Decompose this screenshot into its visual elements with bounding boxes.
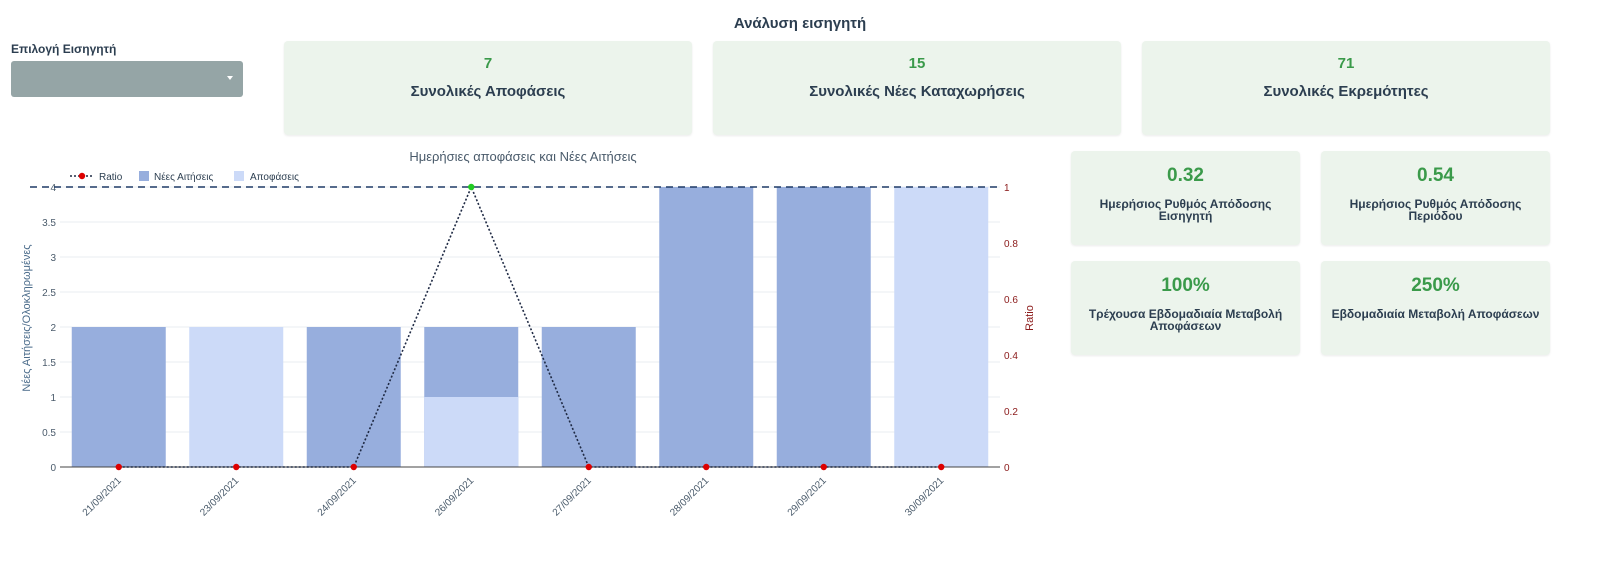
kpi-card-current-weekly-change: 100% Τρέχουσα Εβδομαδιαία Μεταβολή Αποφάσ… <box>1071 261 1300 355</box>
selector-label: Επιλογή Εισηγητή <box>11 42 117 56</box>
x-tick-label: 24/09/2021 <box>316 475 359 518</box>
ratio-point <box>233 463 240 471</box>
kpi-label: Τρέχουσα Εβδομαδιαία Μεταβολή Αποφάσεων <box>1081 308 1290 332</box>
legend-label: Νέες Αιτήσεις <box>154 171 213 183</box>
ratio-point <box>938 463 945 471</box>
kpi-value: 0.54 <box>1417 165 1454 186</box>
y2-tick-label: 0.6 <box>1004 295 1018 306</box>
y-tick-label: 3.5 <box>42 218 56 229</box>
kpi-label-line: Εισηγητή <box>1158 209 1213 223</box>
ratio-point <box>350 463 357 471</box>
y2-axis-title: Ratio <box>1024 305 1036 331</box>
kpi-label-line: Περιόδου <box>1408 209 1463 223</box>
bar-decisions <box>189 327 284 467</box>
ratio-point <box>703 463 710 471</box>
kpi-label-line: Εβδομαδιαία Μεταβολή Αποφάσεων <box>1331 307 1540 321</box>
y2-tick-label: 0 <box>1004 463 1010 474</box>
bar-new-requests <box>541 327 636 467</box>
kpi-label-line: Ημερήσιος Ρυθμός Απόδοσης <box>1349 197 1522 211</box>
bar-new-requests <box>71 327 166 467</box>
kpi-label: Συνολικές Νέες Καταχωρήσεις <box>809 83 1025 100</box>
y-tick-label: 2 <box>50 323 56 334</box>
kpi-value: 71 <box>1337 55 1355 72</box>
kpi-label: Ημερήσιος Ρυθμός Απόδοσης Περιόδου <box>1331 198 1540 222</box>
kpi-card-daily-rate-rapporteur: 0.32 Ημερήσιος Ρυθμός Απόδοσης Εισηγητή <box>1071 151 1300 245</box>
kpi-label-line: Ημερήσιος Ρυθμός Απόδοσης <box>1099 197 1272 211</box>
x-tick-label: 29/09/2021 <box>786 475 829 518</box>
bar-decisions <box>424 397 519 467</box>
y2-tick-label: 0.2 <box>1004 407 1018 418</box>
x-tick-label: 30/09/2021 <box>903 475 946 518</box>
y-tick-label: 4 <box>50 183 56 194</box>
y2-tick-label: 0.8 <box>1004 239 1018 250</box>
y-tick-label: 1.5 <box>42 358 56 369</box>
kpi-value: 7 <box>483 55 493 72</box>
kpi-card-total-new-entries: 15 Συνολικές Νέες Καταχωρήσεις <box>713 41 1121 135</box>
legend-label: Ratio <box>99 172 123 183</box>
y-tick-label: 1 <box>50 393 56 404</box>
kpi-label: Εβδομαδιαία Μεταβολή Αποφάσεων <box>1331 308 1540 320</box>
kpi-label: Συνολικές Αποφάσεις <box>410 83 566 100</box>
kpi-label-line: Αποφάσεων <box>1149 319 1222 333</box>
kpi-value: 0.32 <box>1167 165 1204 186</box>
legend-new-requests-swatch <box>139 171 149 181</box>
kpi-label: Συνολικές Εκρεμότητες <box>1263 83 1429 100</box>
ratio-point <box>468 183 475 191</box>
rapporteur-dropdown[interactable] <box>11 61 243 97</box>
ratio-point <box>115 463 122 471</box>
bar-new-requests <box>659 187 754 467</box>
y-tick-label: 3 <box>50 253 56 264</box>
kpi-label: Ημερήσιος Ρυθμός Απόδοσης Εισηγητή <box>1081 198 1290 222</box>
kpi-card-total-pending: 71 Συνολικές Εκρεμότητες <box>1142 41 1550 135</box>
ratio-point <box>585 463 592 471</box>
kpi-value: 15 <box>908 55 926 72</box>
chart-title: Ημερήσιες αποφάσεις και Νέες Αιτήσεις <box>409 149 636 164</box>
bar-new-requests <box>776 187 871 467</box>
page-title: Ανάλυση εισηγητή <box>733 15 867 32</box>
y2-tick-label: 1 <box>1004 183 1010 194</box>
legend-label: Αποφάσεις <box>250 171 299 183</box>
kpi-card-total-decisions: 7 Συνολικές Αποφάσεις <box>284 41 692 135</box>
y-axis-title: Νέες Αιτήσεις/Ολοκληρωμένες <box>21 244 33 391</box>
kpi-value: 100% <box>1161 275 1210 296</box>
kpi-value: 250% <box>1411 275 1460 296</box>
y-tick-label: 0.5 <box>42 428 56 439</box>
daily-decisions-chart: 0 0.5 1 1.5 2 2.5 3 3.5 4 0 0.2 0.4 0.6 0.8 1 21/09/202… <box>21 149 1036 519</box>
bar-new-requests <box>306 327 401 467</box>
bar-decisions <box>894 187 989 467</box>
ratio-line <box>118 184 942 468</box>
x-tick-label: 27/09/2021 <box>551 475 594 518</box>
y-tick-label: 2.5 <box>42 288 56 299</box>
kpi-label-line: Τρέχουσα Εβδομαδιαία Μεταβολή <box>1088 307 1283 321</box>
legend-decisions-swatch <box>234 171 244 181</box>
caret-down-icon[interactable] <box>227 76 233 80</box>
x-tick-label: 21/09/2021 <box>81 475 124 518</box>
kpi-card-weekly-decisions-change: 250% Εβδομαδιαία Μεταβολή Αποφάσεων <box>1321 261 1550 355</box>
legend-ratio-swatch-marker <box>78 172 86 180</box>
x-tick-label: 26/09/2021 <box>433 475 476 518</box>
x-tick-label: 28/09/2021 <box>668 475 711 518</box>
x-tick-label: 23/09/2021 <box>198 475 241 518</box>
y-tick-label: 0 <box>50 463 56 474</box>
kpi-card-daily-rate-period: 0.54 Ημερήσιος Ρυθμός Απόδοσης Περιόδου <box>1321 151 1550 245</box>
ratio-point <box>820 463 827 471</box>
y2-tick-label: 0.4 <box>1004 351 1018 362</box>
